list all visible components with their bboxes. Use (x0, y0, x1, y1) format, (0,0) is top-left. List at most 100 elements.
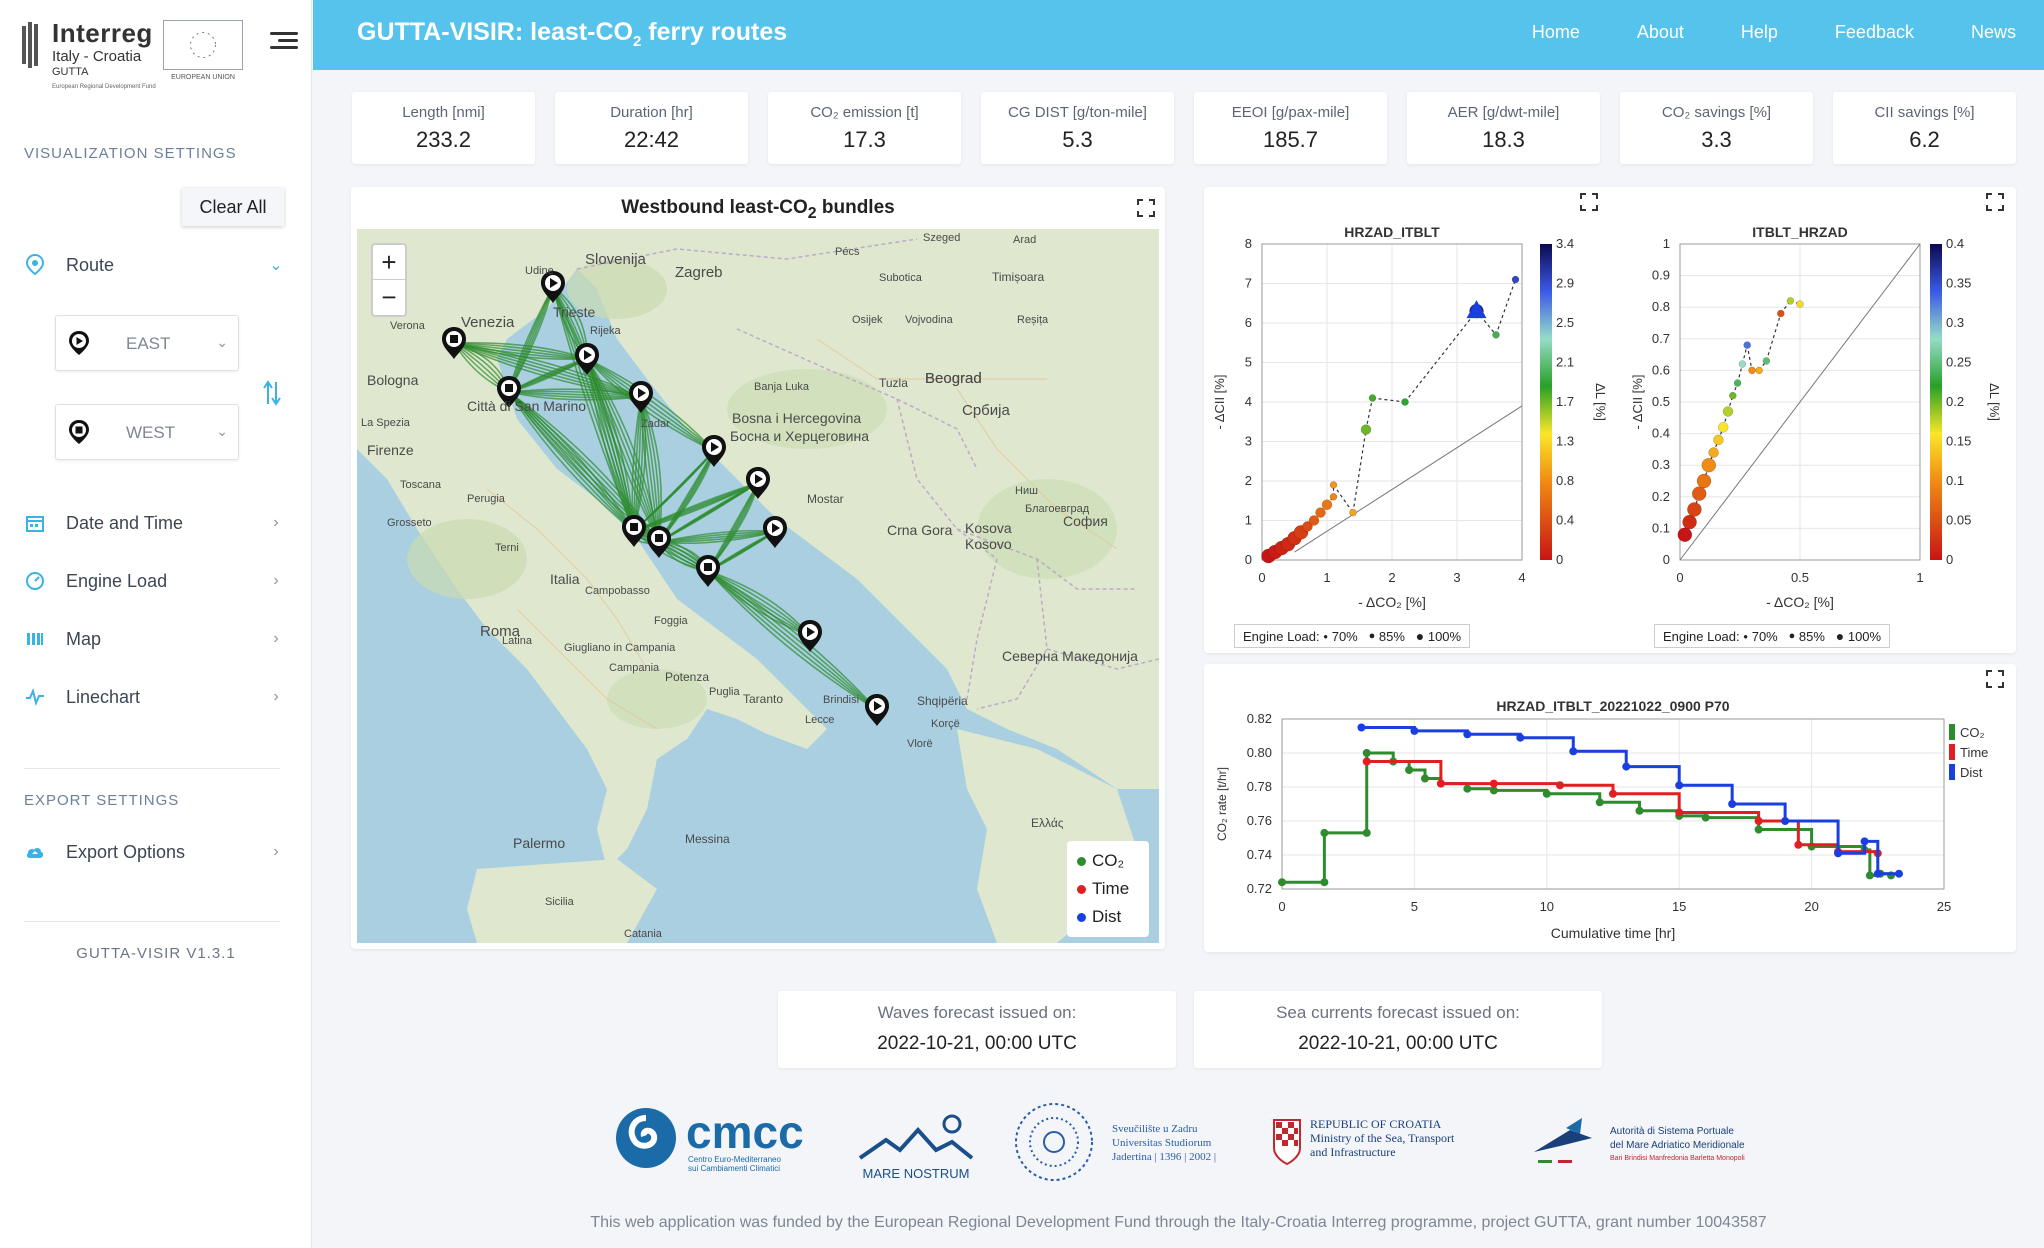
nav-news[interactable]: News (1970, 22, 2016, 42)
scatter-point (1302, 521, 1313, 532)
legend-title: Engine Load: (1243, 628, 1320, 644)
nav-home[interactable]: Home (1531, 22, 1580, 42)
scatter-point (1733, 379, 1742, 387)
place-label: Beograd (925, 370, 982, 387)
place-label: Reșița (1017, 314, 1049, 326)
chevron-down-icon: ⌄ (216, 423, 228, 439)
place-label: Puglia (709, 686, 740, 698)
colorbar-tick-label: 0.4 (1556, 513, 1574, 528)
place-label: Zagreb (675, 264, 723, 281)
route-line (453, 342, 642, 398)
destination-marker-icon[interactable] (622, 515, 646, 547)
sidebar-item-route[interactable]: Route ⌄ (24, 248, 286, 282)
sidebar-item-export-options[interactable]: Export Options › (24, 835, 286, 869)
sidebar-item-linechart[interactable]: Linechart › (24, 680, 286, 714)
expand-icon[interactable] (1137, 199, 1155, 217)
clear-all-button[interactable]: Clear All (182, 188, 284, 226)
colorbar-tick-label: 0.25 (1946, 355, 1971, 370)
expand-icon[interactable] (1986, 193, 2004, 211)
origin-marker-icon[interactable] (702, 435, 726, 467)
scatter-point (1717, 422, 1729, 433)
currents-forecast-card: Sea currents forecast issued on: 2022-10… (1194, 991, 1602, 1068)
place-label: Timișoara (992, 270, 1045, 284)
map-area[interactable]: Slovenija Zagreb Pécs Szeged Arad Udine Triest… (357, 229, 1159, 943)
x-tick-label: 0.5 (1791, 570, 1809, 585)
croatia-ministry-logo-icon: REPUBLIC OF CROATIA Ministry of the Sea,… (1273, 1117, 1455, 1166)
expand-icon[interactable] (1986, 670, 2004, 688)
place-label: Banja Luka (754, 381, 810, 393)
route-line (508, 390, 642, 398)
chevron-down-icon: ⌄ (216, 334, 228, 350)
colorbar-tick-label: 0.2 (1946, 394, 1964, 409)
series-point (1436, 779, 1445, 788)
y-tick-label: 7 (1245, 276, 1252, 291)
sidebar-item-map[interactable]: Map › (24, 622, 286, 656)
origin-marker-icon[interactable] (629, 381, 653, 413)
chevron-right-icon: › (273, 514, 279, 531)
destination-marker-icon[interactable] (647, 526, 671, 558)
series-point (1357, 723, 1366, 732)
series-point (1873, 869, 1882, 878)
origin-marker-icon[interactable] (575, 343, 599, 375)
scatter-point (1308, 515, 1320, 526)
legend-dot (1077, 856, 1086, 866)
destination-marker-icon[interactable] (442, 327, 466, 359)
top-header: GUTTA-VISIR: least-CO2 ferry routes Home… (313, 0, 2044, 70)
origin-marker-icon[interactable] (865, 694, 889, 726)
series-point (1463, 730, 1472, 739)
croatia-line1: REPUBLIC OF CROATIA (1310, 1117, 1442, 1131)
port-line2: del Mare Adriatico Meridionale (1610, 1140, 1745, 1151)
legend-dot (1077, 884, 1086, 894)
nav-about[interactable]: About (1636, 22, 1684, 42)
place-label: Messina (685, 832, 730, 846)
y-tick-label: 0.6 (1652, 362, 1670, 377)
route-line (453, 342, 642, 398)
place-label: Palermo (513, 835, 565, 851)
place-label: Crna Gora (887, 522, 953, 538)
destination-marker-icon[interactable] (696, 555, 720, 587)
origin-marker-icon[interactable] (798, 620, 822, 652)
origin-select[interactable]: EAST ⌄ (55, 315, 239, 371)
chevron-right-icon: › (273, 630, 279, 647)
scatter-point (1511, 275, 1520, 284)
linechart-panel: 0 5 10 15 20 25 0.72 0.74 0.76 0.78 0.80 0.82 HRZAD_… (1204, 664, 2016, 952)
scatter-point (1687, 502, 1702, 517)
route-line (586, 358, 715, 452)
nav-help[interactable]: Help (1740, 22, 1778, 42)
funding-footer: This web application was funded by the E… (590, 1214, 1767, 1231)
connector-line (1352, 429, 1367, 513)
expand-icon[interactable] (1580, 193, 1598, 211)
sicily-landmass (467, 859, 657, 943)
series-point (1754, 817, 1763, 825)
map-legend: CO₂ Time Dist (1067, 841, 1149, 937)
scatter-point (1360, 424, 1372, 435)
stat-value: 5.3 (1062, 127, 1093, 152)
place-label: Tuzla (879, 376, 908, 390)
nav-feedback[interactable]: Feedback (1834, 22, 1914, 42)
zoom-in-button[interactable]: + (373, 245, 405, 280)
destination-marker-icon[interactable] (497, 376, 521, 408)
destination-select[interactable]: WEST ⌄ (55, 404, 239, 460)
place-label: Taranto (743, 692, 783, 706)
swap-direction-icon[interactable] (262, 378, 282, 408)
zoom-out-button[interactable]: − (381, 282, 397, 312)
sidebar-item-date-time[interactable]: Date and Time › (24, 506, 286, 540)
route-line (707, 570, 878, 711)
place-label: Beograd (925, 370, 982, 387)
y-tick-label: 0.3 (1652, 457, 1670, 472)
x-tick-label: 15 (1672, 899, 1686, 914)
place-label: Sicilia (545, 896, 575, 908)
italy-landmass (357, 229, 827, 869)
place-label: Zadar (641, 418, 670, 430)
origin-marker-icon[interactable] (541, 271, 565, 303)
hamburger-menu-icon[interactable] (270, 28, 298, 56)
origin-marker-icon[interactable] (746, 467, 770, 499)
stat-label: CG DIST [g/ton-mile] (1008, 104, 1147, 121)
route-line (453, 342, 642, 398)
y-tick-label: 5 (1245, 355, 1252, 370)
sidebar-item-engine-load[interactable]: Engine Load › (24, 564, 286, 598)
x-tick-label: 0 (1676, 570, 1683, 585)
legend-item-time: Time (1077, 875, 1139, 903)
origin-marker-icon[interactable] (763, 516, 787, 548)
interreg-logo: Interreg Italy - Croatia GUTTA EUROPEAN … (18, 16, 243, 90)
